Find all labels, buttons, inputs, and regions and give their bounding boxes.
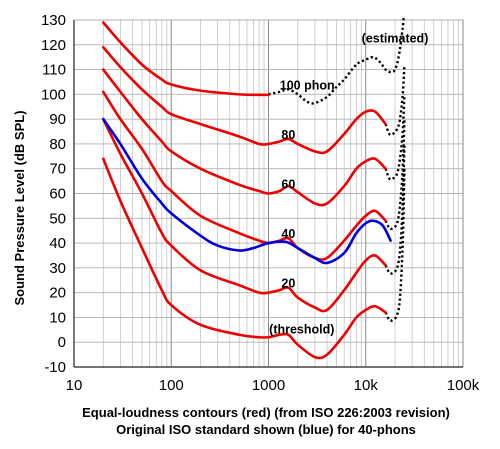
contour-annotation: 100 phon xyxy=(280,78,335,92)
y-tick-label: 70 xyxy=(49,161,66,178)
y-tick-label: 10 xyxy=(49,309,66,326)
y-tick-label: 100 xyxy=(41,86,66,103)
estimated-contour-line xyxy=(384,119,406,231)
y-tick-label: 30 xyxy=(49,260,66,277)
contour-annotation: 80 xyxy=(281,128,295,142)
iso2003-contour-line xyxy=(101,90,387,261)
iso2003-contour-line xyxy=(101,21,270,97)
y-tick-label: 120 xyxy=(41,37,66,54)
iso2003-contour-line xyxy=(101,117,387,313)
estimated-contour-line xyxy=(384,64,406,137)
axes: -10 0 10 20 30 40 50 60 70 80 90 100 110 120 130 10 100 1… xyxy=(41,12,480,394)
estimated-contour-line xyxy=(384,94,406,181)
contour-annotation: 20 xyxy=(281,277,295,291)
y-tick-label: 20 xyxy=(49,285,66,302)
contour-annotation: 60 xyxy=(281,178,295,192)
iso2003-contour-line xyxy=(101,157,387,360)
x-tick-label: 10k xyxy=(354,377,379,394)
y-tick-label: 0 xyxy=(58,334,66,351)
contour-annotation: (threshold) xyxy=(269,323,334,337)
y-axis-label: Sound Pressure Level (dB SPL) xyxy=(12,110,27,305)
y-tick-label: 50 xyxy=(49,210,66,227)
x-axis-label-line2: Original ISO standard shown (blue) for 4… xyxy=(116,422,416,437)
iso2003-contour-line xyxy=(101,68,387,207)
y-tick-label: 40 xyxy=(49,235,66,252)
iso2003-contour-line xyxy=(101,45,387,155)
y-tick-label: 90 xyxy=(49,111,66,128)
annotations: (estimated) 100 phon 80 60 40 20 (threshold) xyxy=(269,31,428,336)
contour-annotation: 40 xyxy=(281,227,295,241)
x-tick-label: 1000 xyxy=(252,377,285,394)
y-tick-label: 110 xyxy=(42,62,66,79)
series-group xyxy=(101,18,406,360)
contour-annotation: (estimated) xyxy=(362,31,429,45)
estimated-contour-line xyxy=(384,168,406,322)
x-tick-label: 100k xyxy=(447,377,480,394)
grid xyxy=(73,19,464,368)
x-tick-label: 100 xyxy=(159,377,184,394)
x-tick-label: 10 xyxy=(66,377,83,394)
y-tick-label: 60 xyxy=(49,186,66,203)
y-tick-label: 80 xyxy=(49,136,66,153)
y-tick-label: -10 xyxy=(44,359,66,376)
original-iso-40-phon-line xyxy=(101,117,392,265)
y-tick-label: 130 xyxy=(41,12,66,29)
x-axis-label-line1: Equal-loudness contours (red) (from ISO … xyxy=(82,405,450,420)
